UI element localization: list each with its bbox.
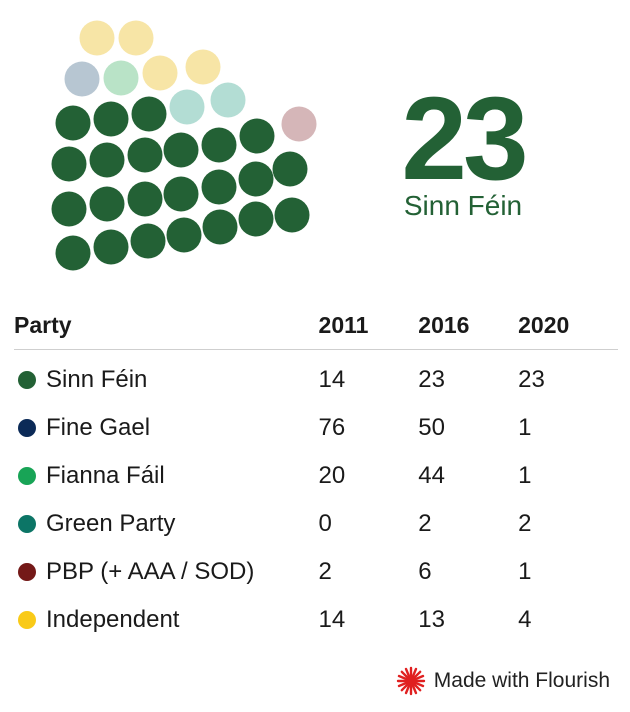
table-row: Sinn Féin 14 23 23 xyxy=(14,350,618,405)
seat-count-cell: 23 xyxy=(418,366,445,393)
seat-count-cell: 2 xyxy=(318,558,332,585)
seat-count-cell: 44 xyxy=(418,462,445,489)
seat-dot xyxy=(201,127,237,163)
party-cell: Fine Gael xyxy=(14,404,319,452)
flourish-credit-label: Made with Flourish xyxy=(433,669,610,692)
seat-dot xyxy=(166,217,202,253)
flourish-credit[interactable]: Made with Flourish xyxy=(394,666,610,696)
party-color-dot xyxy=(18,371,36,389)
seat-count-cell: 50 xyxy=(418,414,445,441)
seat-dot xyxy=(93,101,129,137)
seat-count-cell: 14 xyxy=(318,366,346,393)
party-name: Sinn Féin xyxy=(46,366,148,393)
seat-dot xyxy=(131,96,167,132)
party-cell: Green Party xyxy=(14,500,319,548)
seat-dot xyxy=(51,146,87,182)
seat-count-cell: 76 xyxy=(318,414,346,441)
seat-count-cell: 6 xyxy=(418,558,432,585)
seat-count-cell: 2 xyxy=(418,510,432,537)
party-cell: Sinn Féin xyxy=(14,350,319,405)
highlight-seat-count: 23 xyxy=(401,73,528,205)
party-color-dot xyxy=(18,515,36,533)
seat-count-cell: 1 xyxy=(518,558,532,585)
seat-dot xyxy=(201,169,237,205)
seat-dot xyxy=(163,132,199,168)
seat-dot xyxy=(185,49,221,85)
seat-count-cell: 14 xyxy=(318,606,346,633)
seat-count-cell: 20 xyxy=(318,462,346,489)
seat-dot xyxy=(238,161,274,197)
column-header-2020: 2020 xyxy=(518,306,618,350)
flourish-logo-icon xyxy=(396,666,425,696)
seat-dot xyxy=(130,223,166,259)
party-name: Independent xyxy=(46,606,180,633)
party-cell: PBP (+ AAA / SOD) xyxy=(14,548,319,596)
table-row: Fine Gael 76 50 1 xyxy=(14,404,618,452)
seat-count-cell: 0 xyxy=(318,510,332,537)
party-cell: Independent xyxy=(14,596,319,644)
column-header-2016: 2016 xyxy=(418,306,519,350)
seat-hemicycle xyxy=(51,20,317,271)
seat-dot xyxy=(274,197,310,233)
seat-dot xyxy=(281,106,317,142)
seat-dot xyxy=(163,176,199,212)
results-table: Party 2011 2016 2020 Sinn Féin 14 23 23 Fine… xyxy=(14,306,618,644)
seat-dot xyxy=(93,229,129,265)
seat-dot xyxy=(79,20,115,56)
seat-dot xyxy=(210,82,246,118)
seat-dot xyxy=(169,89,205,125)
seat-dot xyxy=(127,181,163,217)
table-row: Fianna Fáil 20 44 1 xyxy=(14,452,618,500)
party-color-dot xyxy=(18,419,36,437)
seat-count-cell: 13 xyxy=(418,606,445,633)
column-header-party: Party xyxy=(14,306,319,350)
seat-count-cell: 1 xyxy=(518,414,532,441)
party-color-dot xyxy=(18,467,36,485)
seat-dot xyxy=(202,209,238,245)
seat-dot xyxy=(55,105,91,141)
party-name: PBP (+ AAA / SOD) xyxy=(46,558,255,585)
party-name: Green Party xyxy=(46,510,176,537)
party-cell: Fianna Fáil xyxy=(14,452,319,500)
highlight-party-label: Sinn Féin xyxy=(403,190,523,221)
party-name: Fianna Fáil xyxy=(46,462,165,489)
seat-count-cell: 1 xyxy=(518,462,532,489)
seat-dot xyxy=(127,137,163,173)
seat-count-cell: 4 xyxy=(518,606,532,633)
seat-dot xyxy=(238,201,274,237)
table-header-row: Party 2011 2016 2020 xyxy=(14,306,618,350)
seat-dot xyxy=(118,20,154,56)
column-header-2011: 2011 xyxy=(318,306,419,350)
seat-dot xyxy=(103,60,139,96)
seat-dot xyxy=(89,142,125,178)
seat-count-cell: 23 xyxy=(518,366,545,393)
seat-dot xyxy=(89,186,125,222)
seat-count-cell: 2 xyxy=(518,510,532,537)
party-color-dot xyxy=(18,611,36,629)
seat-dot xyxy=(239,118,275,154)
table-row: PBP (+ AAA / SOD) 2 6 1 xyxy=(14,548,618,596)
party-name: Fine Gael xyxy=(46,414,151,441)
seat-dot xyxy=(272,151,308,187)
seat-dot xyxy=(55,235,91,271)
table-row: Independent 14 13 4 xyxy=(14,596,618,644)
party-color-dot xyxy=(18,563,36,581)
seat-dot xyxy=(142,55,178,91)
seat-dot xyxy=(64,61,100,97)
table-row: Green Party 0 2 2 xyxy=(14,500,618,548)
seat-dot xyxy=(51,191,87,227)
